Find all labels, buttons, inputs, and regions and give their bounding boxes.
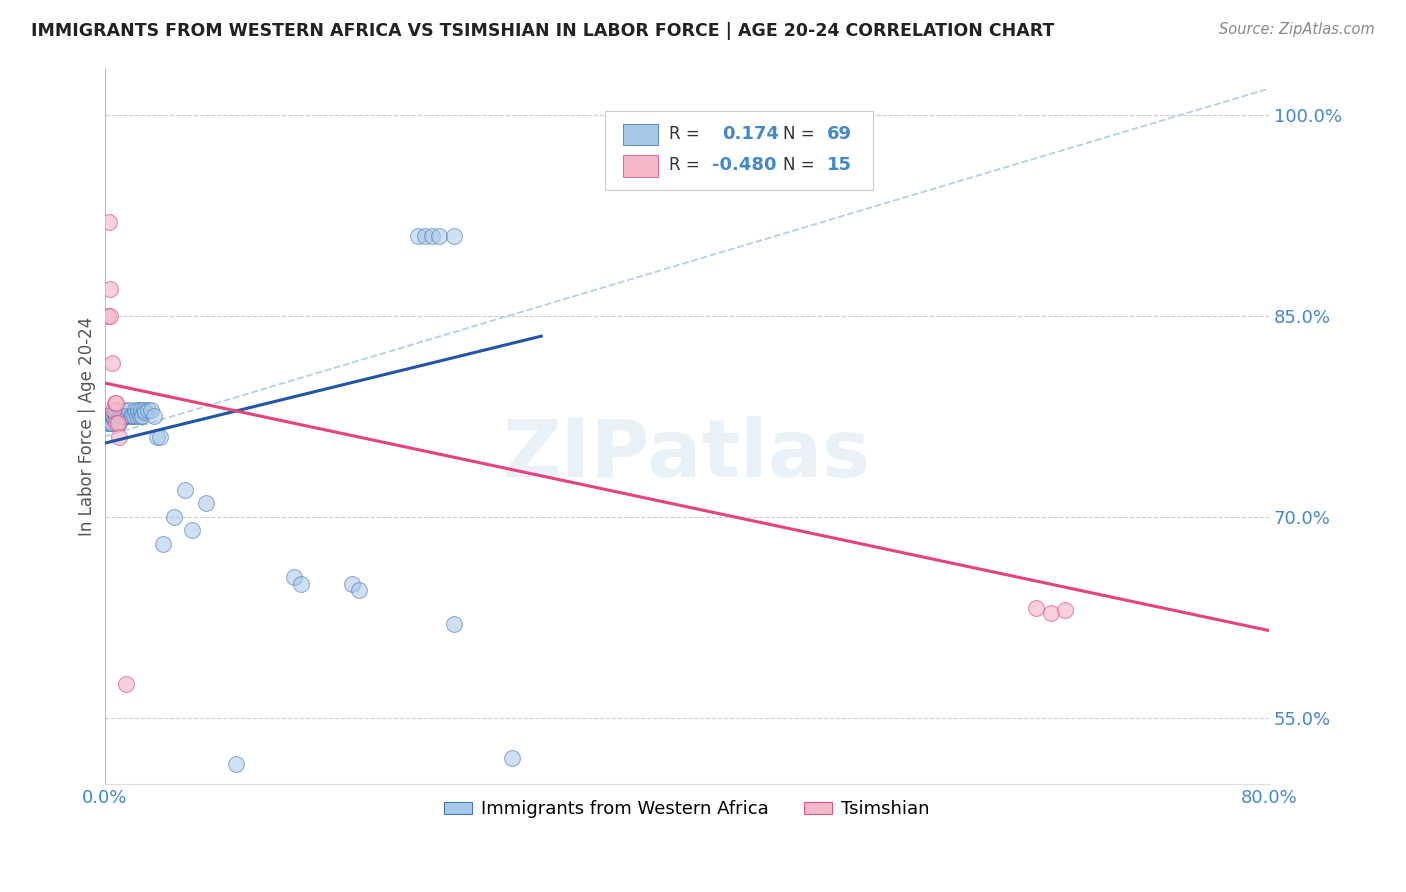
Point (146, 429, 169, 443)
FancyBboxPatch shape (605, 112, 873, 190)
Point (112, 409, 135, 424)
Point (108, 429, 131, 443)
Point (101, 409, 124, 424)
Point (1025, 600, 1047, 615)
Point (152, 536, 174, 550)
Point (100, 409, 122, 424)
Point (134, 405, 156, 419)
Point (129, 402, 152, 417)
Point (105, 416, 128, 430)
Point (420, 228, 443, 243)
Point (107, 409, 129, 424)
Point (96, 416, 118, 430)
Point (100, 416, 122, 430)
Point (107, 416, 129, 430)
Point (1039, 606, 1062, 620)
Point (128, 409, 150, 424)
Point (110, 409, 132, 424)
Text: N =: N = (783, 125, 815, 143)
Text: -0.480: -0.480 (713, 156, 778, 174)
Point (112, 402, 135, 417)
Point (118, 402, 141, 417)
Point (104, 396, 127, 410)
Point (443, 616, 465, 631)
Bar (623, 124, 658, 145)
Point (98, 416, 121, 430)
Point (103, 409, 125, 424)
Point (501, 750, 523, 764)
Point (163, 509, 186, 524)
Point (125, 409, 148, 424)
Point (101, 409, 124, 424)
Point (105, 409, 128, 424)
Point (115, 677, 138, 691)
Point (143, 409, 166, 424)
Point (124, 402, 146, 417)
Point (443, 228, 465, 243)
Point (122, 409, 145, 424)
Point (406, 228, 429, 243)
Point (132, 402, 155, 417)
Point (96, 409, 118, 424)
Point (100, 309, 122, 323)
Point (173, 483, 195, 497)
Point (427, 228, 450, 243)
Text: Source: ZipAtlas.com: Source: ZipAtlas.com (1219, 22, 1375, 37)
Point (225, 757, 247, 772)
Point (105, 396, 128, 410)
Point (127, 402, 149, 417)
Point (117, 409, 139, 424)
Text: 0.174: 0.174 (721, 125, 779, 143)
Text: R =: R = (669, 125, 700, 143)
Point (107, 416, 129, 430)
Point (101, 356, 124, 370)
Point (340, 576, 363, 591)
Point (131, 409, 153, 424)
Text: IMMIGRANTS FROM WESTERN AFRICA VS TSIMSHIAN IN LABOR FORCE | AGE 20-24 CORRELATI: IMMIGRANTS FROM WESTERN AFRICA VS TSIMSH… (31, 22, 1054, 40)
Point (181, 523, 204, 537)
Point (1054, 603, 1077, 617)
Point (413, 228, 436, 243)
Point (115, 409, 138, 424)
Point (108, 416, 131, 430)
Point (111, 409, 134, 424)
Point (105, 402, 128, 417)
Point (98, 215, 121, 229)
Point (96, 309, 118, 323)
Point (149, 429, 172, 443)
Text: 69: 69 (827, 125, 852, 143)
Point (110, 409, 132, 424)
Point (101, 416, 124, 430)
Point (104, 402, 127, 417)
Point (349, 583, 371, 598)
Point (100, 409, 122, 424)
Point (98, 409, 121, 424)
Point (114, 409, 136, 424)
Point (290, 576, 312, 591)
Text: ZIPatlas: ZIPatlas (502, 416, 870, 494)
Bar (623, 155, 658, 177)
Point (94, 409, 117, 424)
Point (103, 409, 125, 424)
Point (100, 282, 122, 296)
Legend: Immigrants from Western Africa, Tsimshian: Immigrants from Western Africa, Tsimshia… (437, 793, 936, 825)
Point (141, 402, 163, 417)
Point (283, 570, 305, 584)
Text: N =: N = (783, 156, 815, 174)
Point (104, 409, 127, 424)
Text: R =: R = (669, 156, 700, 174)
Point (121, 409, 143, 424)
Point (108, 409, 131, 424)
Text: 15: 15 (827, 156, 852, 174)
Point (136, 402, 159, 417)
Y-axis label: In Labor Force | Age 20-24: In Labor Force | Age 20-24 (79, 317, 96, 536)
Point (98, 409, 121, 424)
Point (195, 496, 218, 510)
Point (103, 402, 125, 417)
Point (120, 409, 142, 424)
